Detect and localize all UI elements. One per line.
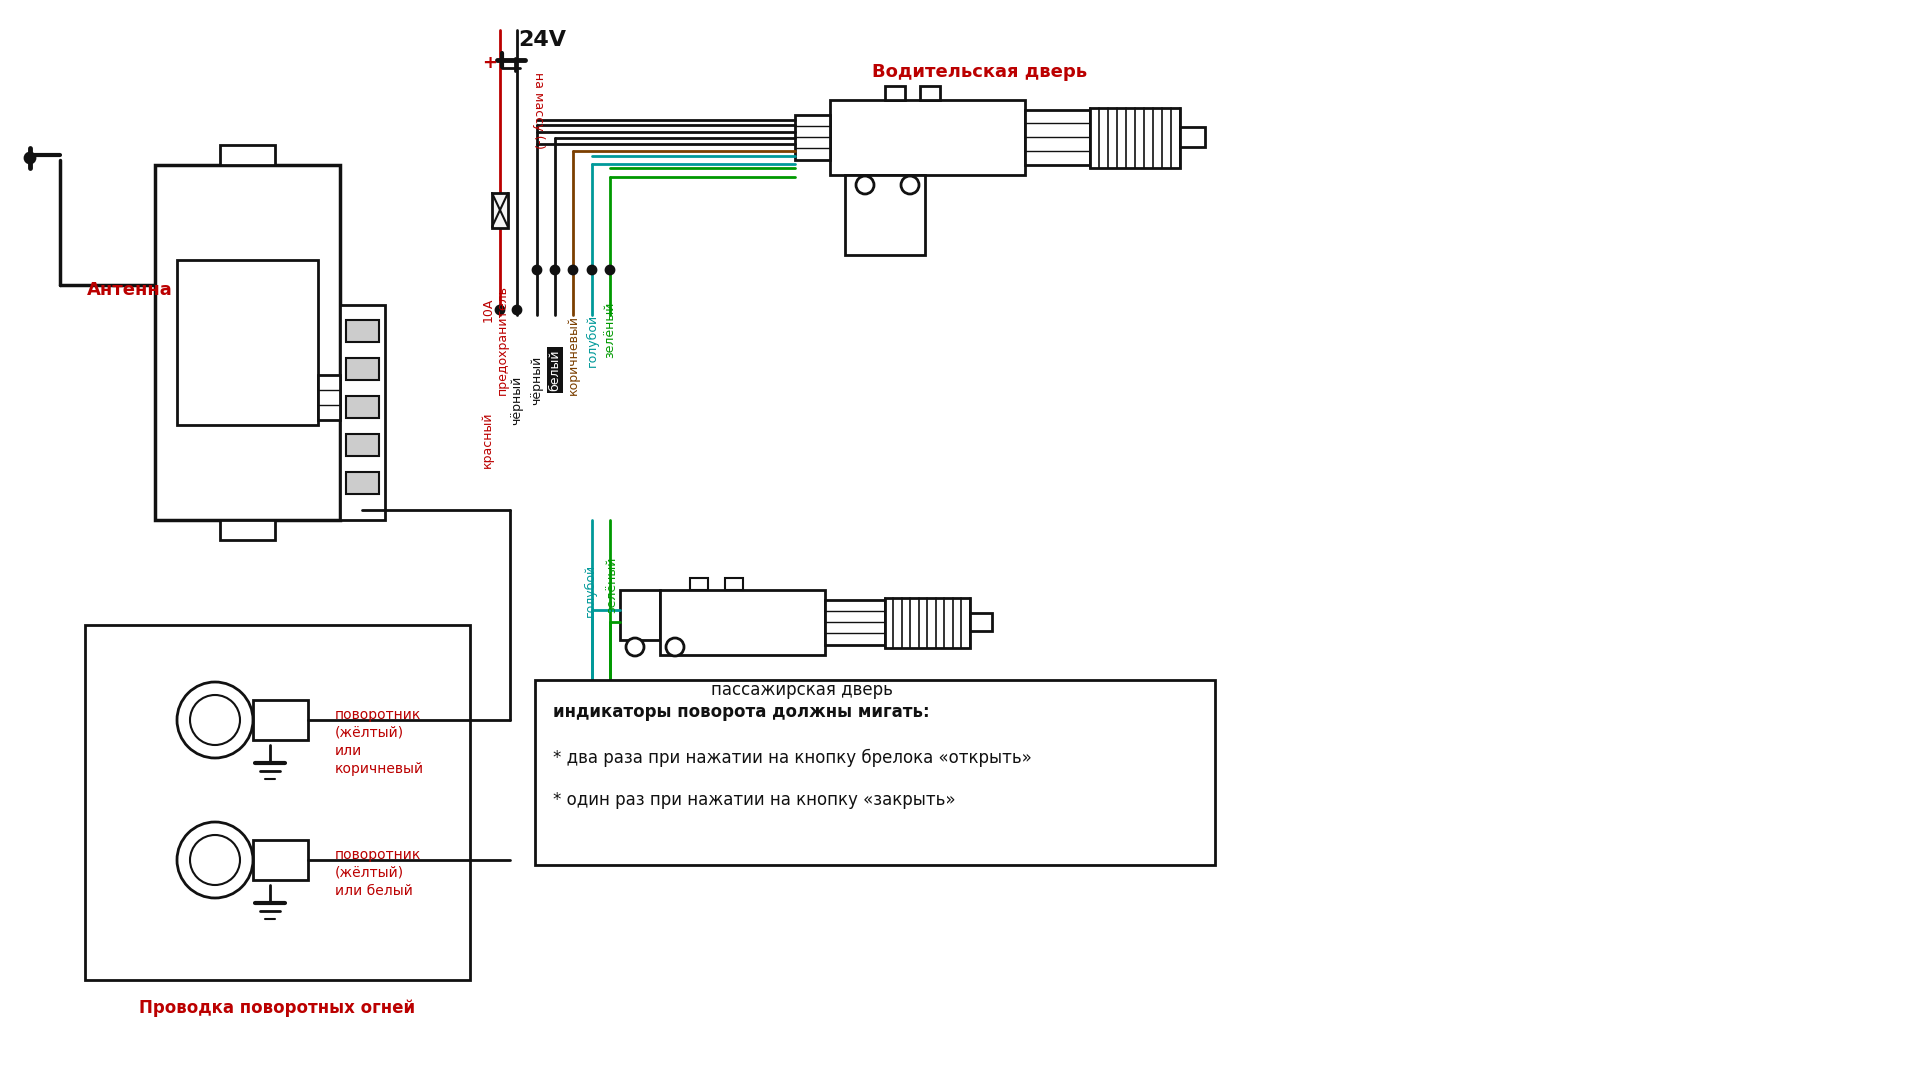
- Circle shape: [534, 266, 541, 274]
- Bar: [177, 260, 319, 426]
- Circle shape: [513, 306, 520, 314]
- Text: предохранитель: предохранитель: [495, 285, 509, 395]
- Bar: [346, 396, 378, 418]
- Text: * два раза при нажатии на кнопку брелока «открыть»: * два раза при нажатии на кнопку брелока…: [553, 748, 1031, 767]
- Text: коричневый: коричневый: [566, 315, 580, 395]
- Bar: [346, 357, 378, 380]
- Bar: [689, 578, 708, 590]
- Text: чёрный: чёрный: [530, 355, 543, 405]
- Text: белый: белый: [549, 349, 561, 391]
- Text: +: +: [482, 54, 497, 72]
- Text: Проводка поворотных огней: Проводка поворотных огней: [138, 999, 415, 1017]
- Circle shape: [177, 681, 253, 758]
- Bar: [726, 578, 743, 590]
- Bar: [221, 519, 275, 540]
- Bar: [1181, 127, 1206, 147]
- Text: пассажирская дверь: пассажирская дверь: [710, 681, 893, 699]
- Bar: [84, 625, 470, 980]
- Bar: [253, 840, 307, 880]
- Text: или белый: или белый: [334, 885, 413, 897]
- Bar: [970, 613, 993, 631]
- Circle shape: [900, 176, 920, 194]
- Circle shape: [495, 306, 503, 314]
- Text: (жёлтый): (жёлтый): [334, 726, 403, 740]
- Bar: [620, 590, 660, 640]
- Text: 10А: 10А: [482, 298, 495, 322]
- Text: красный: красный: [480, 411, 493, 469]
- Text: на массу (-): на массу (-): [532, 71, 545, 148]
- Bar: [156, 165, 340, 519]
- Text: индикаторы поворота должны мигать:: индикаторы поворота должны мигать:: [553, 703, 929, 721]
- Text: зелёный: зелёный: [605, 557, 618, 613]
- Bar: [1091, 108, 1181, 168]
- Bar: [346, 472, 378, 494]
- Text: (жёлтый): (жёлтый): [334, 866, 403, 880]
- Bar: [829, 100, 1025, 175]
- Bar: [885, 86, 904, 100]
- Bar: [795, 114, 829, 160]
- Text: или: или: [334, 744, 363, 758]
- Bar: [221, 145, 275, 165]
- Circle shape: [190, 696, 240, 745]
- Text: Антенна: Антенна: [86, 281, 173, 299]
- Bar: [826, 600, 885, 645]
- Circle shape: [190, 835, 240, 885]
- Bar: [885, 598, 970, 648]
- Text: голубой: голубой: [586, 313, 599, 366]
- Circle shape: [25, 153, 35, 163]
- Text: коричневый: коричневый: [334, 762, 424, 777]
- Bar: [920, 86, 941, 100]
- Circle shape: [588, 266, 595, 274]
- Bar: [536, 680, 1215, 865]
- Bar: [1025, 110, 1091, 165]
- Bar: [253, 700, 307, 740]
- Circle shape: [666, 638, 684, 656]
- Bar: [340, 305, 386, 519]
- Text: поворотник: поворотник: [334, 708, 420, 723]
- Circle shape: [626, 638, 643, 656]
- Bar: [346, 320, 378, 342]
- Circle shape: [551, 266, 559, 274]
- Circle shape: [177, 822, 253, 897]
- Text: * один раз при нажатии на кнопку «закрыть»: * один раз при нажатии на кнопку «закрыт…: [553, 791, 956, 809]
- Circle shape: [568, 266, 578, 274]
- Text: зелёный: зелёный: [603, 301, 616, 359]
- Text: поворотник: поворотник: [334, 848, 420, 862]
- Text: чёрный: чёрный: [511, 376, 524, 424]
- Bar: [346, 434, 378, 456]
- Text: 24V: 24V: [518, 30, 566, 50]
- Circle shape: [856, 176, 874, 194]
- Text: Водительская дверь: Водительская дверь: [872, 63, 1087, 81]
- Circle shape: [607, 266, 614, 274]
- Text: голубой: голубой: [584, 564, 597, 617]
- Bar: [660, 590, 826, 654]
- Bar: [319, 375, 340, 420]
- Bar: [845, 175, 925, 255]
- Bar: [492, 193, 509, 228]
